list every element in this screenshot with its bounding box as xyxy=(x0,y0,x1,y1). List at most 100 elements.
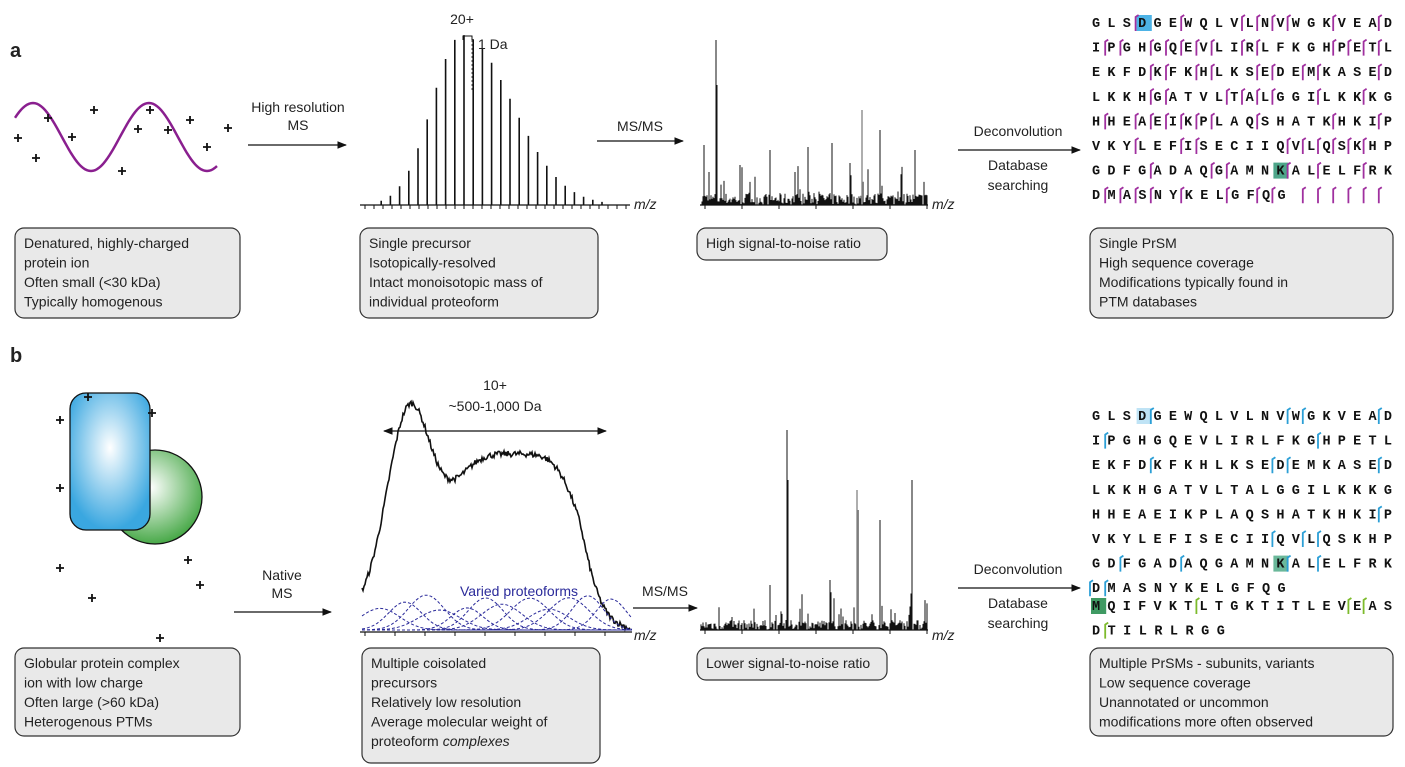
fragment-mark xyxy=(1318,433,1321,449)
fragment-mark xyxy=(1242,40,1245,56)
sequence-line: HHEAEIKPLAQSHATKHKIP xyxy=(1092,508,1392,523)
caption-line: Multiple PrSMs - subunits, variants xyxy=(1099,655,1315,671)
caption-line: PTM databases xyxy=(1099,294,1197,310)
proteoform-curve xyxy=(362,595,632,630)
fragment-mark xyxy=(1348,138,1351,154)
fragment-mark xyxy=(1257,187,1260,203)
fragment-mark xyxy=(1379,187,1382,203)
caption-line: Denatured, highly-charged xyxy=(24,235,189,251)
step-label: Deconvolution xyxy=(974,123,1063,139)
step-label: Deconvolution xyxy=(974,561,1063,577)
fragment-mark xyxy=(1364,40,1367,56)
proteoform-curve xyxy=(362,609,632,630)
annotation: Varied proteoforms xyxy=(460,583,578,599)
fragment-mark xyxy=(1364,138,1367,154)
fragment-mark xyxy=(1379,457,1382,473)
fragment-mark xyxy=(1318,138,1321,154)
charge-label: 20+ xyxy=(450,11,474,27)
sequence-line: DMASNYKELGFQG xyxy=(1092,582,1286,597)
charge xyxy=(90,106,98,114)
charge xyxy=(196,581,204,589)
panel-label: b xyxy=(10,345,22,367)
panel-label: a xyxy=(10,40,22,62)
charge xyxy=(14,134,22,142)
caption-line: precursors xyxy=(371,675,437,691)
fragment-mark xyxy=(1288,163,1291,179)
figure: a b High resolution MS MS/MS Deconvoluti… xyxy=(0,0,1405,767)
proteoform-curve xyxy=(362,610,632,630)
charge-label: 10+ xyxy=(483,377,507,393)
charge xyxy=(203,143,211,151)
fragment-mark xyxy=(1303,138,1306,154)
sequence-line: DTILRLRGG xyxy=(1092,625,1225,640)
fragment-mark xyxy=(1333,187,1336,203)
charge xyxy=(44,114,52,122)
caption-emphasis: complexes xyxy=(443,733,510,749)
step-label: searching xyxy=(988,615,1049,631)
caption-line: Average molecular weight of xyxy=(371,714,548,730)
caption-line: modifications more often observed xyxy=(1099,714,1313,730)
sequence-line: HHEAEIKPLAQSHATKHKIP xyxy=(1092,115,1392,130)
fragment-mark xyxy=(1257,15,1260,31)
fragment-mark xyxy=(1333,138,1336,154)
caption-line: Modifications typically found in xyxy=(1099,274,1288,290)
caption-line: High signal-to-noise ratio xyxy=(706,235,861,251)
fragment-mark xyxy=(1288,556,1291,572)
fragment-mark xyxy=(1318,64,1321,80)
caption-line: Heterogenous PTMs xyxy=(24,714,152,730)
step-label: MS xyxy=(272,585,293,601)
sequence-line: EKFDKFKHLKSEDEMKASED xyxy=(1092,66,1392,81)
caption-line: Intact monoisotopic mass of xyxy=(369,274,543,290)
sequence-line: EKFDKFKHLKSEDEMKASED xyxy=(1092,459,1392,474)
sequence-line: MQIFVKTLTGKTITLEVEAS xyxy=(1092,600,1392,615)
protein-ion xyxy=(14,103,232,175)
spacing-label: 1 Da xyxy=(478,36,508,52)
fragment-mark xyxy=(1227,187,1230,203)
step-label: Native xyxy=(262,567,302,583)
fragment-mark xyxy=(1288,408,1291,424)
caption-line: Typically homogenous xyxy=(24,294,163,310)
step-label: Database xyxy=(988,595,1048,611)
axis-label: m/z xyxy=(932,196,955,212)
fragment-mark xyxy=(1272,187,1275,203)
fragment-mark xyxy=(1318,187,1321,203)
fragment-mark xyxy=(1288,457,1291,473)
step-label: MS xyxy=(288,117,309,133)
fragment-mark xyxy=(1318,556,1321,572)
fragment-mark xyxy=(1242,15,1245,31)
sequences: GLSDGEWQLVLNVWGKVEADIPGHGQEVLIRLFKGHPETL… xyxy=(1090,15,1393,640)
caption-line: Globular protein complex xyxy=(24,655,180,671)
precursor-spectrum xyxy=(360,401,632,636)
charge xyxy=(164,126,172,134)
caption-line: Single PrSM xyxy=(1099,235,1177,251)
proteoform-curve xyxy=(362,598,632,630)
precursor-spectrum xyxy=(360,35,630,209)
caption-line: Unannotated or uncommon xyxy=(1099,694,1269,710)
fragment-mark xyxy=(1257,40,1260,56)
caption-line: Lower signal-to-noise ratio xyxy=(706,655,870,671)
charge xyxy=(224,124,232,132)
fragment-mark xyxy=(1257,113,1260,129)
subunit xyxy=(70,393,150,530)
step-label: MS/MS xyxy=(617,118,663,134)
caption-line: Single precursor xyxy=(369,235,471,251)
sequence-line: VKYLEFISECIIQVLQSKHP xyxy=(1092,140,1392,155)
fragment-mark xyxy=(1272,89,1275,105)
fragment-mark xyxy=(1379,64,1382,80)
charge xyxy=(134,125,142,133)
caption-line: Multiple coisolated xyxy=(371,655,486,671)
fragment-mark xyxy=(1348,40,1351,56)
charge xyxy=(88,594,96,602)
fragment-mark xyxy=(1318,531,1321,547)
fragment-mark xyxy=(1379,113,1382,129)
charge xyxy=(56,564,64,572)
caption-line: Often large (>60 kDa) xyxy=(24,694,159,710)
axis-label: m/z xyxy=(634,627,657,643)
peaks xyxy=(701,430,927,630)
proteoform-curve xyxy=(362,608,632,630)
peaks xyxy=(381,35,602,205)
charge xyxy=(184,556,192,564)
axis-label: m/z xyxy=(932,627,955,643)
fragment-mark xyxy=(1303,187,1306,203)
fragment-mark xyxy=(1364,89,1367,105)
